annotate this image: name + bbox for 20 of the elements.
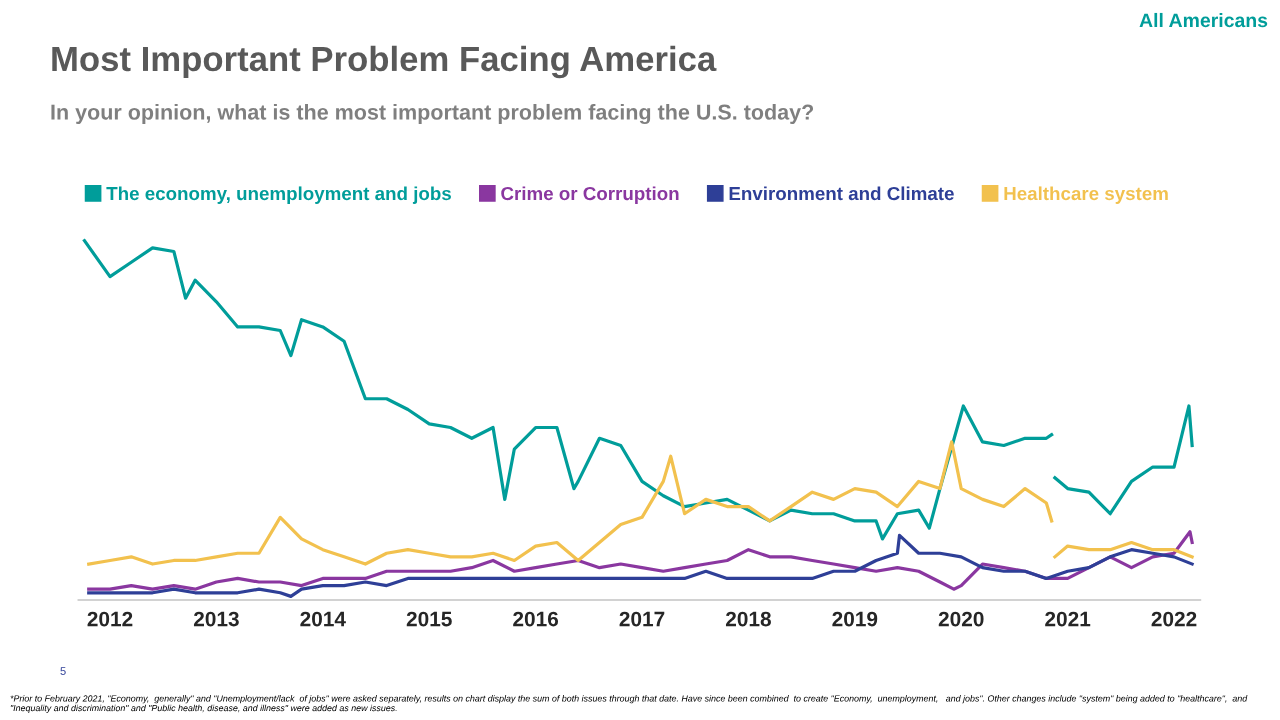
x-tick-label: 2021 [1045, 611, 1091, 627]
legend-label: Environment and Climate [729, 186, 954, 201]
x-tick-label: 2016 [513, 611, 559, 627]
x-tick-label: 2018 [725, 611, 771, 627]
x-tick-label: 2015 [406, 611, 452, 627]
x-tick-label: 2013 [193, 611, 239, 627]
text: 5 [60, 667, 66, 675]
x-tick-label: 2020 [938, 611, 984, 627]
text: *Prior to February 2021, "Economy, generally" and "Unemployment/lack of jobs" were asked separately, results on chart display the sum of both issues through that date. Have since been combined to create "Economy, unemployment, and jobs". Other changes include "system" being added to "healthcare", and "Inequality and discrimination" and "Public health, disease, and illness" were added as new issues. [10, 695, 1248, 713]
x-tick-label: 2019 [832, 611, 878, 627]
legend-label: Healthcare system [1004, 186, 1168, 204]
x-tick-label: 2017 [619, 611, 665, 627]
x-tick-label: 2014 [300, 611, 346, 627]
legend-label: The economy, unemployment and jobs [106, 186, 451, 204]
chart-subtitle: In your opinion, what is the most important problem facing the U.S. today? [51, 103, 814, 125]
text: All Americans [1139, 12, 1268, 28]
x-tick-label: 2012 [87, 611, 133, 627]
legend-label: Crime or Corruption [501, 186, 679, 204]
chart-title: Most Important Problem Facing America [52, 45, 717, 79]
x-tick-label: 2022 [1151, 611, 1197, 627]
